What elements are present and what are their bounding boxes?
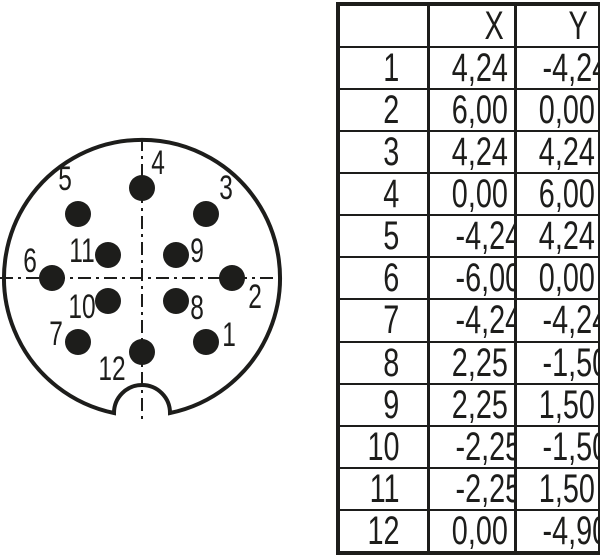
pin-5-label: 5	[58, 160, 72, 198]
pin-1-label: 1	[222, 316, 236, 354]
table-row: 4 0,00 6,00	[336, 172, 600, 217]
x-value-cell: 2,25	[426, 340, 517, 385]
table-row: 9 2,25 1,50	[336, 382, 600, 427]
pin-2-contact	[219, 265, 245, 291]
pin-4-label: 4	[151, 144, 165, 182]
table-row: 12 0,00 -4,90	[336, 508, 600, 555]
table-row: 6 -6,00 0,00	[336, 256, 600, 301]
pin-10-contact	[95, 288, 121, 314]
y-value-cell: 1,50	[513, 466, 600, 511]
pin-number-cell: 6	[336, 256, 430, 301]
pin-5-contact	[65, 201, 91, 227]
pin-11-contact	[95, 242, 121, 268]
y-value-cell: -1,50	[513, 424, 600, 469]
pin-number-cell: 1	[336, 46, 430, 91]
pin-3-label: 3	[219, 169, 233, 207]
pin-7-label: 7	[49, 315, 63, 353]
pin-6-contact	[39, 265, 65, 291]
pin-number-cell: 7	[336, 298, 430, 343]
pin-12-contact	[129, 339, 155, 365]
table-row: 1 4,24 -4,24	[336, 46, 600, 91]
table-row: 8 2,25 -1,50	[336, 340, 600, 385]
x-value-cell: 2,25	[426, 382, 517, 427]
pin-3-contact	[193, 201, 219, 227]
connector-pinout-diagram: 1 2 3 4 5 6 7 8 9 10 11 12	[0, 137, 284, 421]
pin-number-cell: 11	[336, 466, 430, 511]
y-value-cell: 0,00	[513, 256, 600, 301]
y-value-cell: -1,50	[513, 340, 600, 385]
pin-7-contact	[65, 329, 91, 355]
table-row: 5 -4,24 4,24	[336, 214, 600, 259]
y-value-cell: -4,24	[513, 46, 600, 91]
pin-2-label: 2	[248, 278, 262, 316]
x-value-cell: 6,00	[426, 88, 517, 133]
pin-column-header	[336, 2, 430, 49]
y-value-cell: 4,24	[513, 130, 600, 175]
table-row: 2 6,00 0,00	[336, 88, 600, 133]
y-column-header: Y	[513, 2, 600, 49]
pin-1-contact	[193, 329, 219, 355]
y-value-cell: -4,90	[513, 508, 600, 555]
pin-12-label: 12	[98, 350, 125, 388]
x-value-cell: -4,24	[426, 214, 517, 259]
pin-number-cell: 12	[336, 508, 430, 555]
pin-10-label: 10	[68, 288, 95, 326]
table-row: 7 -4,24 -4,24	[336, 298, 600, 343]
x-value-cell: -2,25	[426, 424, 517, 469]
pin-4-contact	[129, 175, 155, 201]
y-value-cell: 1,50	[513, 382, 600, 427]
pin-number-cell: 3	[336, 130, 430, 175]
x-value-cell: 4,24	[426, 46, 517, 91]
pin-number-cell: 2	[336, 88, 430, 133]
x-value-cell: -4,24	[426, 298, 517, 343]
x-value-cell: 4,24	[426, 130, 517, 175]
pin-6-label: 6	[23, 242, 37, 280]
pin-11-label: 11	[69, 232, 94, 270]
pin-number-cell: 9	[336, 382, 430, 427]
y-value-cell: -4,24	[513, 298, 600, 343]
x-value-cell: -2,25	[426, 466, 517, 511]
y-value-cell: 0,00	[513, 88, 600, 133]
pin-9-contact	[163, 242, 189, 268]
table-row: 10 -2,25 -1,50	[336, 424, 600, 469]
pin-8-label: 8	[190, 289, 204, 327]
pin-number-cell: 5	[336, 214, 430, 259]
pin-8-contact	[163, 288, 189, 314]
pin-coordinate-table: X Y 1 4,24 -4,24 2 6,00 0,00 3 4,24 4,24…	[336, 2, 600, 555]
x-value-cell: -6,00	[426, 256, 517, 301]
y-value-cell: 4,24	[513, 214, 600, 259]
pin-number-cell: 10	[336, 424, 430, 469]
table-row: 11 -2,25 1,50	[336, 466, 600, 511]
table-header-row: X Y	[336, 2, 600, 49]
x-value-cell: 0,00	[426, 172, 517, 217]
pin-number-cell: 8	[336, 340, 430, 385]
pin-number-cell: 4	[336, 172, 430, 217]
y-value-cell: 6,00	[513, 172, 600, 217]
table-row: 3 4,24 4,24	[336, 130, 600, 175]
x-column-header: X	[426, 2, 517, 49]
x-value-cell: 0,00	[426, 508, 517, 555]
pin-9-label: 9	[190, 232, 204, 270]
